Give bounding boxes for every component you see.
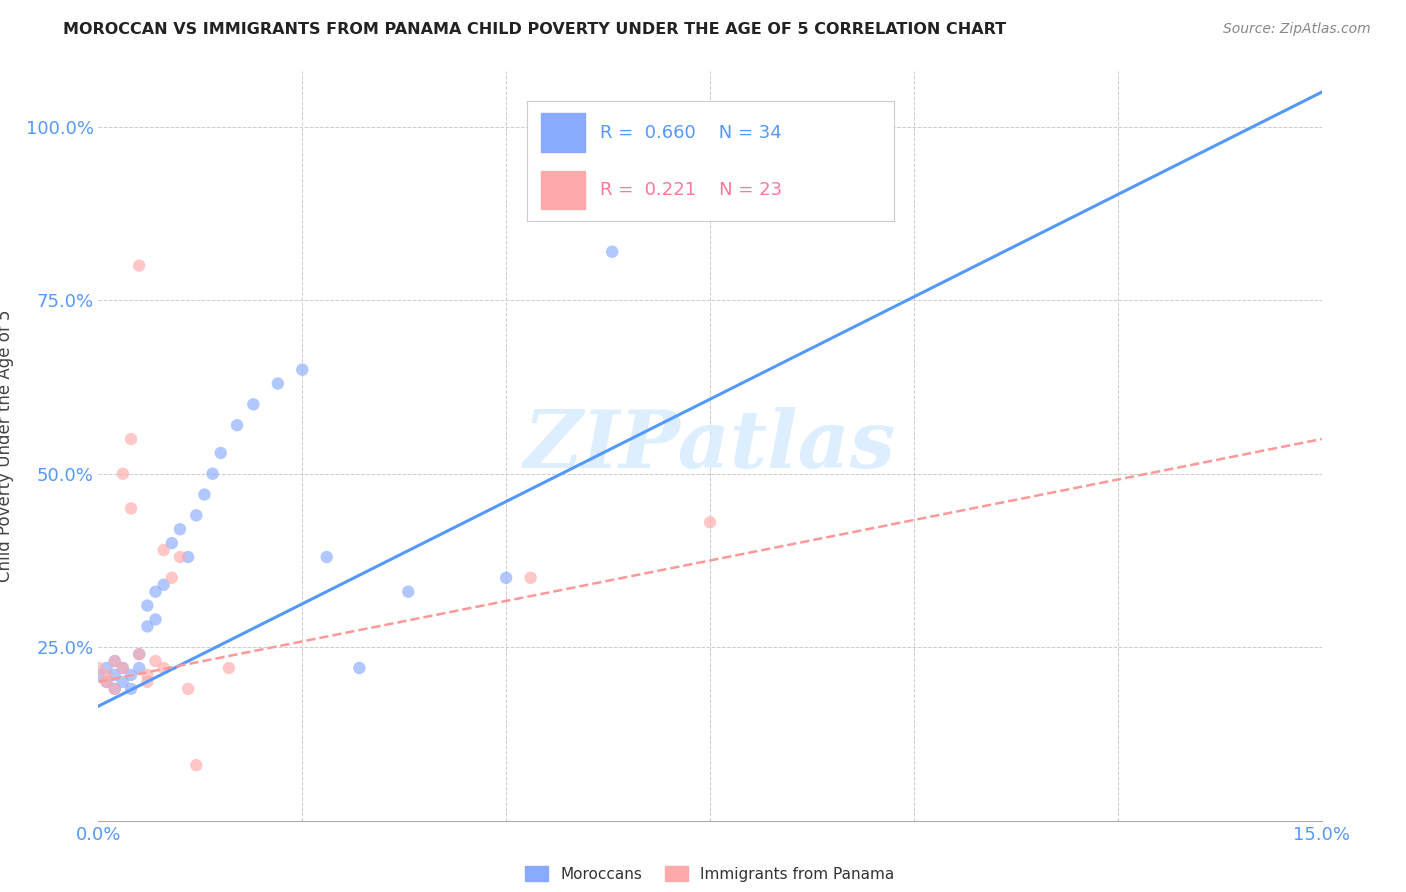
Text: Source: ZipAtlas.com: Source: ZipAtlas.com — [1223, 22, 1371, 37]
Point — [120, 668, 142, 682]
Point — [193, 487, 215, 501]
Point — [160, 571, 183, 585]
Point — [160, 536, 183, 550]
Point — [128, 647, 150, 661]
Point — [128, 661, 150, 675]
Legend: Moroccans, Immigrants from Panama: Moroccans, Immigrants from Panama — [519, 860, 901, 888]
Point — [152, 661, 174, 675]
Point — [87, 661, 110, 675]
Point — [349, 661, 371, 675]
Point — [152, 543, 174, 558]
Point — [267, 376, 290, 391]
Point — [186, 758, 208, 772]
Point — [120, 501, 142, 516]
Point — [104, 668, 127, 682]
Point — [136, 674, 159, 689]
Point — [169, 522, 191, 536]
Point — [201, 467, 224, 481]
Point — [495, 571, 517, 585]
Point — [96, 674, 118, 689]
Point — [104, 681, 127, 696]
Point — [104, 681, 127, 696]
Point — [111, 661, 134, 675]
Point — [830, 120, 852, 134]
Point — [136, 668, 159, 682]
Point — [209, 446, 232, 460]
Point — [177, 549, 200, 564]
Y-axis label: Child Poverty Under the Age of 5: Child Poverty Under the Age of 5 — [0, 310, 14, 582]
Point — [96, 674, 118, 689]
Point — [145, 612, 167, 626]
Point — [396, 584, 419, 599]
Point — [291, 362, 314, 376]
Point — [177, 681, 200, 696]
Point — [600, 244, 623, 259]
Point — [242, 397, 264, 411]
Point — [186, 508, 208, 523]
Point — [218, 661, 240, 675]
Point — [111, 674, 134, 689]
Point — [226, 418, 249, 433]
Point — [136, 599, 159, 613]
Point — [152, 578, 174, 592]
Point — [87, 668, 110, 682]
Point — [104, 654, 127, 668]
Point — [111, 661, 134, 675]
Point — [128, 259, 150, 273]
Point — [145, 584, 167, 599]
Point — [120, 432, 142, 446]
Point — [315, 549, 337, 564]
Point — [169, 549, 191, 564]
Point — [96, 661, 118, 675]
Point — [136, 619, 159, 633]
Point — [111, 467, 134, 481]
Point — [699, 516, 721, 530]
Point — [104, 654, 127, 668]
Point — [96, 668, 118, 682]
Point — [519, 571, 541, 585]
Text: MOROCCAN VS IMMIGRANTS FROM PANAMA CHILD POVERTY UNDER THE AGE OF 5 CORRELATION : MOROCCAN VS IMMIGRANTS FROM PANAMA CHILD… — [63, 22, 1007, 37]
Point — [128, 647, 150, 661]
Point — [145, 654, 167, 668]
Point — [120, 681, 142, 696]
Text: ZIPatlas: ZIPatlas — [524, 408, 896, 484]
